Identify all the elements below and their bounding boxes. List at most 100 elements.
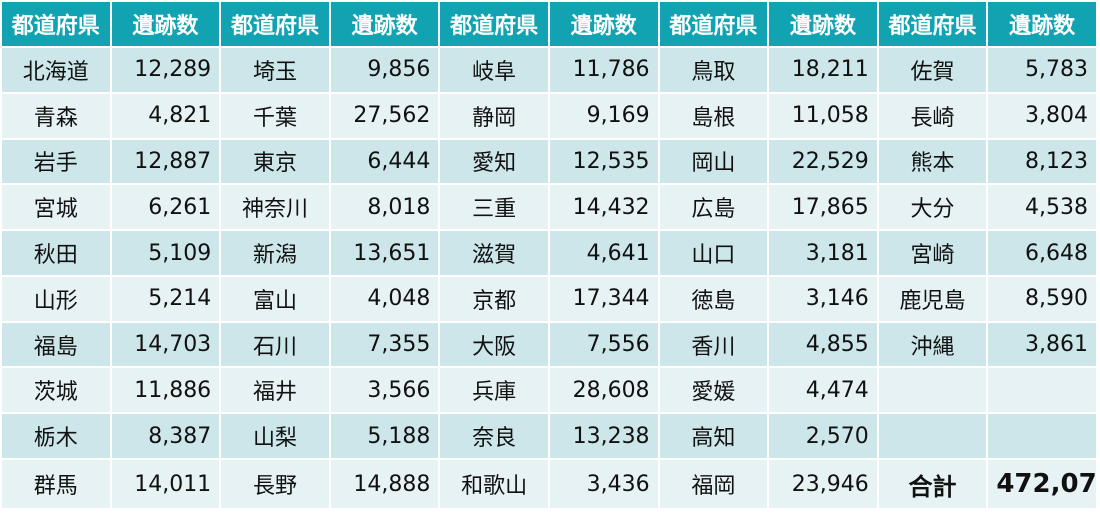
site-count-cell: 11,058: [767, 91, 879, 140]
table-row: 群馬 14,011 長野 14,888 和歌山 3,436 福岡 23,946 …: [0, 458, 1098, 510]
prefecture-cell: 和歌山: [438, 458, 550, 510]
header-site-count: 遺跡数: [547, 0, 660, 48]
prefecture-cell: 三重: [438, 183, 550, 232]
prefecture-cell: 山形: [0, 274, 112, 323]
prefecture-cell: 大分: [876, 183, 989, 232]
site-count-cell: 5,783: [986, 46, 1098, 94]
table-row: 青森 4,821 千葉 27,562 静岡 9,169 島根 11,058 長崎…: [0, 91, 1098, 140]
table-row: 山形 5,214 富山 4,048 京都 17,344 徳島 3,146 鹿児島…: [0, 274, 1098, 323]
prefecture-cell: 富山: [219, 274, 331, 323]
prefecture-cell: 岡山: [657, 137, 770, 186]
site-count-cell: 6,261: [109, 183, 222, 232]
table-row: 岩手 12,887 東京 6,444 愛知 12,535 岡山 22,529 熊…: [0, 137, 1098, 186]
site-count-cell: 11,886: [109, 366, 222, 415]
prefecture-cell: 山口: [657, 229, 770, 277]
prefecture-cell: 宮崎: [876, 229, 989, 277]
site-count-cell: 14,011: [109, 458, 222, 510]
table-row: 宮城 6,261 神奈川 8,018 三重 14,432 広島 17,865 大…: [0, 183, 1098, 232]
prefecture-cell: 広島: [657, 183, 770, 232]
site-count-cell: 3,804: [986, 91, 1098, 140]
site-count-cell: 12,535: [547, 137, 660, 186]
header-prefecture: 都道府県: [657, 0, 770, 48]
site-count-cell: 3,181: [767, 229, 879, 277]
site-count-cell: 5,188: [328, 412, 441, 461]
prefecture-cell: 愛媛: [657, 366, 770, 415]
prefecture-cell: 茨城: [0, 366, 112, 415]
prefecture-cell: 大阪: [438, 320, 550, 369]
site-count-cell: 17,865: [767, 183, 879, 232]
site-count-cell: 14,888: [328, 458, 441, 510]
prefecture-cell: 奈良: [438, 412, 550, 461]
site-count-cell: 9,169: [547, 91, 660, 140]
header-prefecture: 都道府県: [219, 0, 331, 48]
prefecture-cell: 鹿児島: [876, 274, 989, 323]
site-count-cell: 6,648: [986, 229, 1098, 277]
site-count-cell: 8,387: [109, 412, 222, 461]
site-count-cell: 8,018: [328, 183, 441, 232]
site-count-cell: 27,562: [328, 91, 441, 140]
prefecture-cell: 埼玉: [219, 46, 331, 94]
site-count-cell: 4,048: [328, 274, 441, 323]
prefecture-cell: 福井: [219, 366, 331, 415]
table-row: 北海道 12,289 埼玉 9,856 岐阜 11,786 鳥取 18,211 …: [0, 46, 1098, 94]
prefecture-cell: 石川: [219, 320, 331, 369]
site-count-cell: 4,641: [547, 229, 660, 277]
table-row: 栃木 8,387 山梨 5,188 奈良 13,238 高知 2,570: [0, 412, 1098, 461]
header-prefecture: 都道府県: [876, 0, 989, 48]
table-body: 北海道 12,289 埼玉 9,856 岐阜 11,786 鳥取 18,211 …: [0, 46, 1098, 510]
prefecture-cell: 静岡: [438, 91, 550, 140]
prefecture-cell: 山梨: [219, 412, 331, 461]
site-count-cell: 7,355: [328, 320, 441, 369]
header-prefecture: 都道府県: [438, 0, 550, 48]
prefecture-cell: 長野: [219, 458, 331, 510]
empty-cell: [986, 412, 1098, 461]
table-header: 都道府県 遺跡数 都道府県 遺跡数 都道府県 遺跡数 都道府県 遺跡数 都道府県…: [0, 0, 1098, 48]
site-count-cell: 14,432: [547, 183, 660, 232]
site-count-cell: 3,861: [986, 320, 1098, 369]
site-count-cell: 2,570: [767, 412, 879, 461]
prefecture-cell: 岩手: [0, 137, 112, 186]
site-count-cell: 13,651: [328, 229, 441, 277]
table-row: 福島 14,703 石川 7,355 大阪 7,556 香川 4,855 沖縄 …: [0, 320, 1098, 369]
site-count-cell: 8,123: [986, 137, 1098, 186]
site-count-cell: 28,608: [547, 366, 660, 415]
prefecture-cell: 新潟: [219, 229, 331, 277]
prefecture-cell: 熊本: [876, 137, 989, 186]
site-count-cell: 23,946: [767, 458, 879, 510]
site-count-cell: 7,556: [547, 320, 660, 369]
prefecture-cell: 千葉: [219, 91, 331, 140]
header-row: 都道府県 遺跡数 都道府県 遺跡数 都道府県 遺跡数 都道府県 遺跡数 都道府県…: [0, 0, 1098, 48]
site-count-cell: 4,474: [767, 366, 879, 415]
site-count-cell: 14,703: [109, 320, 222, 369]
prefecture-cell: 島根: [657, 91, 770, 140]
prefecture-cell: 長崎: [876, 91, 989, 140]
site-count-cell: 8,590: [986, 274, 1098, 323]
prefecture-cell: 香川: [657, 320, 770, 369]
empty-cell: [876, 366, 989, 415]
site-count-cell: 9,856: [328, 46, 441, 94]
empty-cell: [876, 412, 989, 461]
prefecture-cell: 佐賀: [876, 46, 989, 94]
header-site-count: 遺跡数: [109, 0, 222, 48]
site-count-cell: 12,289: [109, 46, 222, 94]
site-count-cell: 3,566: [328, 366, 441, 415]
prefecture-cell: 徳島: [657, 274, 770, 323]
site-count-cell: 3,436: [547, 458, 660, 510]
prefecture-cell: 青森: [0, 91, 112, 140]
prefecture-cell: 滋賀: [438, 229, 550, 277]
total-label: 合計: [876, 458, 989, 510]
prefecture-cell: 愛知: [438, 137, 550, 186]
site-count-cell: 4,821: [109, 91, 222, 140]
total-value: 472,071: [986, 458, 1098, 510]
prefecture-cell: 沖縄: [876, 320, 989, 369]
site-count-cell: 22,529: [767, 137, 879, 186]
prefecture-cell: 福島: [0, 320, 112, 369]
site-count-cell: 12,887: [109, 137, 222, 186]
site-count-cell: 13,238: [547, 412, 660, 461]
site-count-cell: 18,211: [767, 46, 879, 94]
header-site-count: 遺跡数: [328, 0, 441, 48]
prefecture-cell: 群馬: [0, 458, 112, 510]
table-row: 秋田 5,109 新潟 13,651 滋賀 4,641 山口 3,181 宮崎 …: [0, 229, 1098, 277]
site-count-cell: 17,344: [547, 274, 660, 323]
